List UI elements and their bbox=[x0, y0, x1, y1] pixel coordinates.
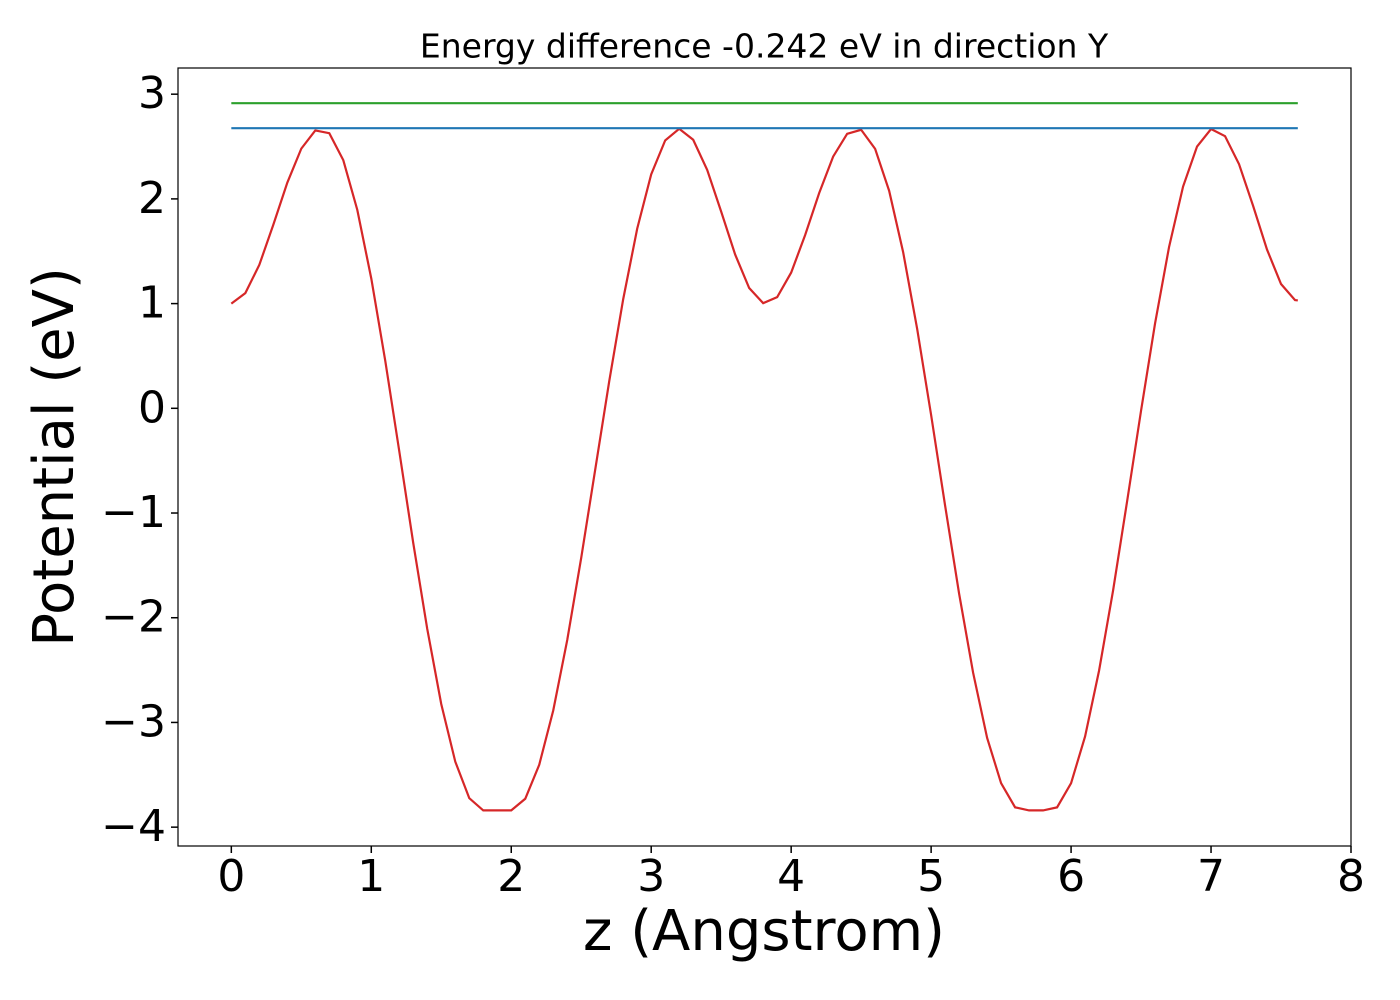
x-axis-label: z (Angstrom) bbox=[583, 899, 945, 964]
y-tick-label: −2 bbox=[101, 592, 166, 643]
x-tick-label: 2 bbox=[497, 851, 525, 902]
data-line bbox=[230, 127, 1298, 812]
plot-frame bbox=[177, 67, 1352, 847]
x-tick-label: 7 bbox=[1197, 851, 1225, 902]
chart-title: Energy difference -0.242 eV in direction… bbox=[420, 27, 1109, 66]
x-tick-label: 3 bbox=[637, 851, 665, 902]
y-tick-label: 2 bbox=[138, 173, 166, 224]
y-axis-label: Potential (eV) bbox=[22, 267, 87, 647]
y-tick-label: 0 bbox=[138, 382, 166, 433]
y-tick-label: −4 bbox=[101, 801, 166, 852]
x-tick-label: 4 bbox=[777, 851, 805, 902]
y-tick-label: 1 bbox=[138, 278, 166, 329]
x-tick-label: 0 bbox=[217, 851, 245, 902]
x-tick-label: 1 bbox=[357, 851, 385, 902]
x-tick-label: 8 bbox=[1337, 851, 1365, 902]
x-tick-label: 6 bbox=[1057, 851, 1085, 902]
y-tick-label: 3 bbox=[138, 68, 166, 119]
x-tick-label: 5 bbox=[917, 851, 945, 902]
y-tick-label: −1 bbox=[101, 487, 166, 538]
y-tick-label: −3 bbox=[101, 696, 166, 747]
